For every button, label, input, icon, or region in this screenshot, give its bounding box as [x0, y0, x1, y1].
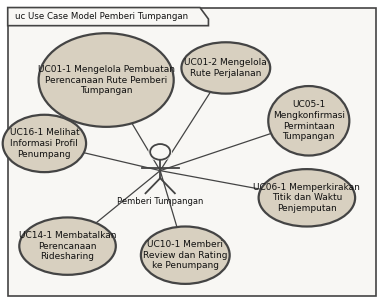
Ellipse shape [268, 86, 349, 156]
Text: Pemberi Tumpangan: Pemberi Tumpangan [117, 197, 203, 206]
Circle shape [150, 144, 170, 160]
Polygon shape [8, 8, 208, 26]
Ellipse shape [3, 115, 86, 172]
Text: UC14-1 Membatalkan
Perencanaan
Ridesharing: UC14-1 Membatalkan Perencanaan Rideshari… [19, 231, 116, 261]
Text: UC16-1 Melihat
Informasi Profil
Penumpang: UC16-1 Melihat Informasi Profil Penumpan… [10, 128, 79, 159]
Text: UC06-1 Memperkirakan
Titik dan Waktu
Penjemputan: UC06-1 Memperkirakan Titik dan Waktu Pen… [254, 183, 360, 213]
Ellipse shape [141, 226, 230, 284]
Text: UC10-1 Memberi
Review dan Rating
ke Penumpang: UC10-1 Memberi Review dan Rating ke Penu… [143, 240, 227, 270]
Text: UC01-1 Mengelola Pembuatan
Perencanaan Rute Pemberi
Tumpangan: UC01-1 Mengelola Pembuatan Perencanaan R… [38, 65, 174, 95]
Text: UC05-1
Mengkonfirmasi
Permintaan
Tumpangan: UC05-1 Mengkonfirmasi Permintaan Tumpang… [273, 100, 345, 141]
Ellipse shape [39, 33, 174, 127]
Ellipse shape [259, 169, 355, 226]
Text: uc Use Case Model Pemberi Tumpangan: uc Use Case Model Pemberi Tumpangan [15, 12, 189, 21]
FancyBboxPatch shape [8, 8, 376, 296]
Ellipse shape [19, 217, 116, 275]
Circle shape [149, 143, 171, 161]
Text: UC01-2 Mengelola
Rute Perjalanan: UC01-2 Mengelola Rute Perjalanan [185, 58, 267, 78]
Ellipse shape [181, 42, 270, 94]
